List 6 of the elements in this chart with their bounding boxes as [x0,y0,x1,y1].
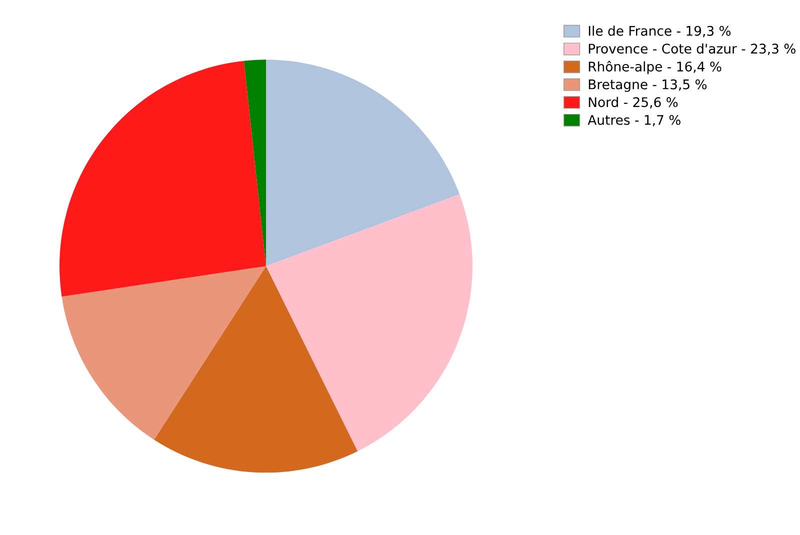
legend-label: Rhône-alpe - 16,4 % [588,60,722,74]
legend-label: Autres - 1,7 % [588,114,680,126]
legend-label: Bretagne - 13,5 % [588,79,707,92]
legend-label: Provence - Cote d'azur - 23,3 % [588,43,796,55]
legend-label: Ile de France - 19,3 % [588,26,731,38]
legend-label: Nord - 25,6 % [588,96,678,108]
